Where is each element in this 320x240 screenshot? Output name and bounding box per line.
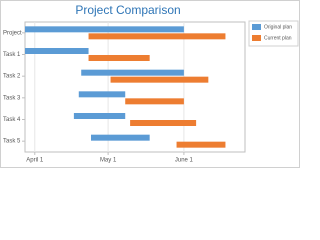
y-tick-label: Task 5 bbox=[3, 139, 21, 145]
legend-label: Current plan bbox=[264, 35, 292, 41]
bar bbox=[81, 69, 184, 76]
bar bbox=[110, 76, 209, 83]
legend-swatch bbox=[252, 24, 261, 30]
chart: Project Comparison April 1 May 1 June 1 Pro… bbox=[0, 0, 300, 168]
bar bbox=[73, 113, 126, 119]
legend-label: Original plan bbox=[264, 24, 292, 30]
x-tick-label: April 1 bbox=[26, 158, 44, 164]
y-tick-label: Task 1 bbox=[3, 52, 21, 58]
bar bbox=[88, 55, 150, 61]
y-tick-label: Task 3 bbox=[3, 95, 21, 101]
x-tick-label: June 1 bbox=[175, 158, 194, 164]
bar bbox=[25, 48, 89, 54]
plot-area bbox=[24, 21, 246, 153]
chart-title: Project Comparison bbox=[75, 3, 180, 17]
legend-swatch bbox=[252, 35, 261, 41]
y-tick-label: Project bbox=[3, 30, 22, 36]
bar bbox=[130, 120, 197, 126]
x-tick-label: May 1 bbox=[100, 158, 117, 164]
bar bbox=[176, 141, 226, 148]
bar bbox=[91, 134, 150, 141]
y-tick-label: Task 4 bbox=[3, 117, 21, 123]
y-tick-label: Task 2 bbox=[3, 74, 21, 80]
bar bbox=[78, 91, 126, 98]
bar bbox=[125, 98, 184, 105]
bar bbox=[88, 33, 226, 40]
bar bbox=[25, 26, 184, 33]
